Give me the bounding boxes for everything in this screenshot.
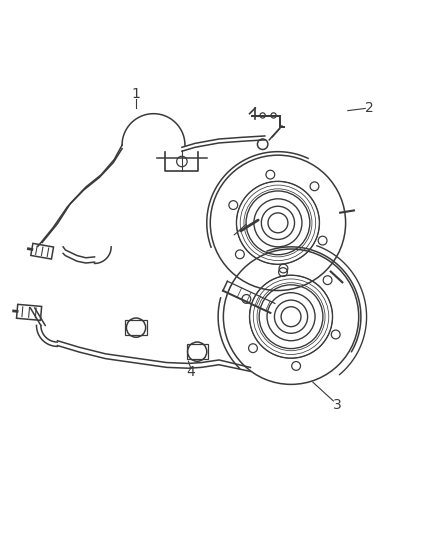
Text: 4: 4 — [186, 365, 195, 379]
Text: 1: 1 — [131, 87, 141, 101]
Text: 2: 2 — [365, 101, 374, 116]
Text: 3: 3 — [332, 398, 341, 413]
